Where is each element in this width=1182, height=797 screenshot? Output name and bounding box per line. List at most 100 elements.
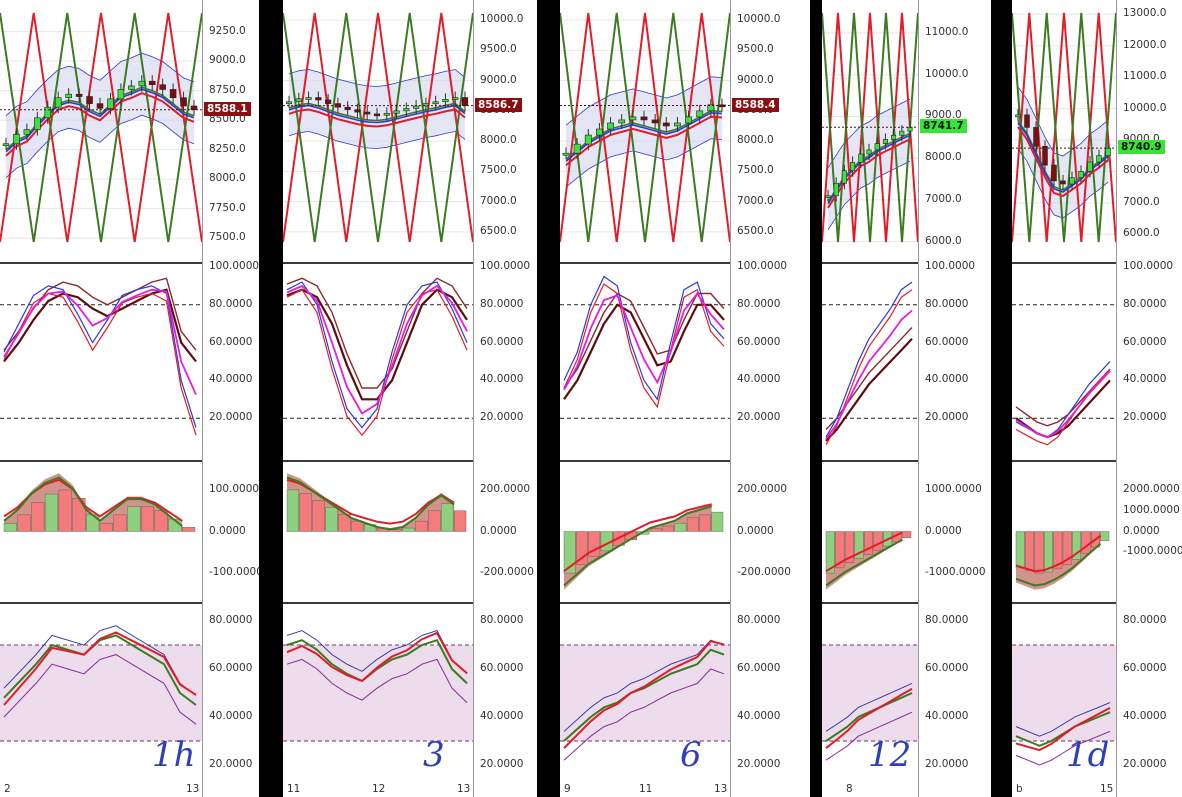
price-tick-label: 9000.0	[209, 54, 246, 67]
pane-separator	[0, 262, 259, 264]
pane-separator	[0, 602, 259, 604]
chart-6h-panel[interactable]: 10000.09500.09000.08500.08000.07500.0700…	[560, 0, 810, 797]
chart-1d-panel[interactable]: 13000.0 12000.0 11000.0 10000.0 9000.0 8000.0…	[1012, 0, 1182, 797]
candle	[285, 101, 293, 105]
stoch-tick-label: 40.0000	[209, 373, 253, 386]
candle	[1042, 145, 1048, 166]
candle	[825, 195, 831, 199]
pane-separator	[822, 460, 991, 462]
macd-bar	[58, 489, 72, 532]
price-tick-label: 10000.0	[1123, 101, 1167, 114]
rsi-band	[822, 645, 918, 741]
x-axis-label: 12	[372, 783, 386, 795]
macd-tick-label: -1000.0000	[1123, 545, 1182, 558]
rsi-blue-line	[1015, 702, 1111, 737]
rsi-red-line	[825, 687, 913, 749]
price-tick-label: 10000.0	[480, 13, 524, 26]
price-tick-label: 13000.0	[1123, 7, 1167, 20]
zigzag-green	[560, 12, 730, 243]
macd-bar	[854, 531, 864, 559]
candle	[841, 170, 847, 184]
rsi-band	[1012, 645, 1116, 741]
candle	[373, 113, 381, 117]
candle	[325, 99, 332, 104]
macd-bar	[563, 531, 576, 574]
candle	[34, 117, 41, 130]
candle	[432, 101, 439, 105]
price-tick-label: 8000.0	[925, 151, 962, 164]
chart-3h-panel[interactable]: 10000.09500.09000.08500.08000.07500.0700…	[283, 0, 537, 797]
macd-bar	[99, 522, 113, 532]
macd-bar	[1100, 531, 1110, 542]
price-axis[interactable]: 9250.0 9000.0 8750.0 8500.0 8250.0 8000.0 7750…	[202, 0, 259, 797]
price-axis[interactable]: 10000.09500.09000.08500.08000.07500.0700…	[730, 0, 810, 797]
macd-bar	[325, 507, 338, 532]
price-axis[interactable]: 10000.09500.09000.08500.08000.07500.0700…	[473, 0, 537, 797]
macd-bar	[1015, 531, 1025, 569]
timeframe-annotation: 6	[680, 735, 702, 775]
price-axis[interactable]: 13000.0 12000.0 11000.0 10000.0 9000.0 8000.0…	[1116, 0, 1182, 797]
rsi-green-line	[563, 648, 725, 742]
macd-bar	[415, 520, 428, 532]
candle	[662, 122, 670, 127]
x-axis-label: 13	[714, 783, 728, 795]
candle	[907, 126, 913, 132]
macd-bar	[835, 531, 845, 569]
candle	[413, 105, 420, 109]
rsi-green-line	[286, 638, 468, 685]
chart-1h-panel[interactable]: 9250.0 9000.0 8750.0 8500.0 8250.0 8000.0 7750…	[0, 0, 259, 797]
price-tick-label: 9000.0	[925, 109, 962, 122]
stoch-tick-label: 100.0000	[480, 260, 531, 272]
stoch-d-line	[3, 288, 197, 363]
candle	[107, 98, 114, 109]
macd-tick-label: 200.0000	[737, 482, 788, 495]
stoch-k2-line	[286, 288, 468, 437]
stoch-tick-label: 40.0000	[480, 373, 524, 386]
macd-bar	[1053, 531, 1063, 570]
candle	[696, 110, 704, 118]
chart-12h-panel[interactable]: 11000.0 10000.0 9000.0 8000.0 7000.0 6000.0 10…	[822, 0, 991, 797]
candle	[674, 122, 681, 127]
macd-bar	[825, 531, 835, 574]
candle	[1069, 177, 1075, 185]
macd-tick-label: -100.0000	[209, 566, 259, 579]
macd-bar	[649, 528, 662, 532]
candle	[13, 134, 20, 145]
price-tick-label: 8250.0	[209, 142, 246, 155]
stoch-k2-line	[3, 292, 197, 436]
macd-signal	[563, 503, 712, 573]
last-price-tag: 8588.4	[732, 97, 779, 112]
candle	[573, 143, 581, 154]
stoch-tick-label: 100.0000	[737, 260, 788, 272]
rsi-tick-label: 60.0000	[737, 662, 781, 674]
macd-bar	[312, 500, 325, 532]
price-tick-label: 6000.0	[925, 234, 962, 247]
bollinger-band	[828, 99, 910, 230]
ma-red	[1017, 126, 1109, 198]
candle	[1033, 127, 1039, 147]
ma-red	[827, 138, 911, 209]
price-tick-label: 10000.0	[737, 13, 781, 26]
stoch-tick-label: 60.0000	[737, 335, 781, 348]
rsi-tick-label: 80.0000	[737, 614, 781, 626]
candle	[422, 103, 429, 107]
price-tick-label: 11000.0	[925, 26, 969, 39]
macd-bar	[44, 493, 59, 532]
ma-red	[565, 115, 723, 166]
zigzag-green	[1012, 12, 1116, 243]
macd-tick-label: 0.0000	[925, 524, 962, 537]
x-axis-label: 2	[4, 783, 11, 795]
candle	[305, 97, 312, 100]
pane-separator	[560, 460, 810, 462]
candle	[1087, 161, 1093, 172]
rsi-red-line	[286, 631, 468, 683]
zigzag-red	[560, 12, 730, 243]
macd-bar	[699, 514, 711, 532]
pane-separator	[1012, 262, 1182, 264]
rsi-purple-line	[563, 668, 725, 761]
macd-tick-label: 0.0000	[1123, 524, 1160, 537]
stoch-k2-line	[563, 283, 725, 409]
macd-tick-label: 2000.0000	[1123, 482, 1180, 495]
chart-svg	[560, 12, 730, 761]
candle	[858, 153, 864, 163]
